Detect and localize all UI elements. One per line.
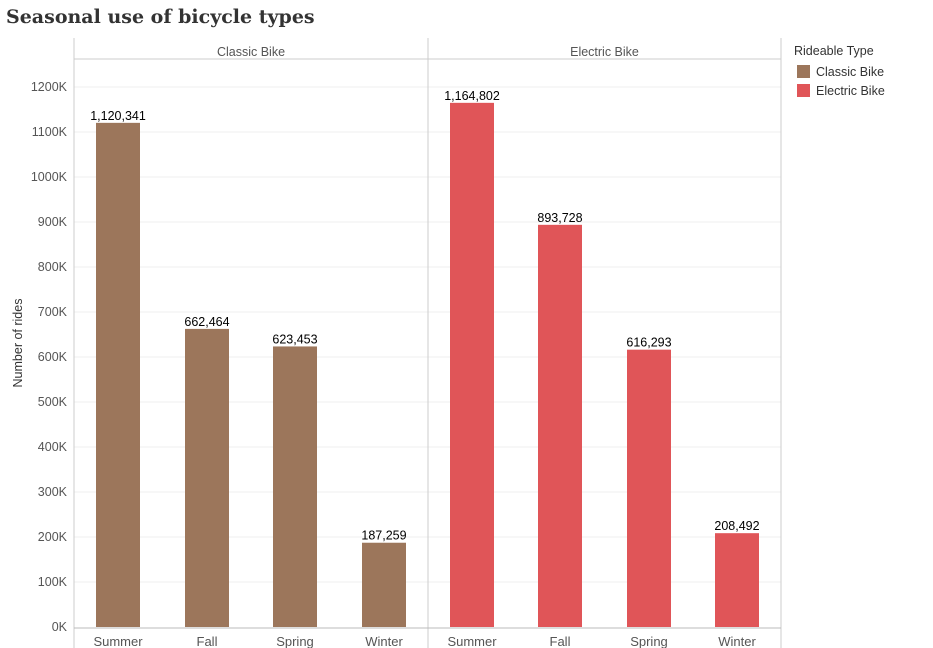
y-axis-title: Number of rides: [11, 299, 25, 388]
legend-label-electric-bike: Electric Bike: [816, 83, 885, 98]
legend-swatch-classic-bike: [797, 65, 810, 78]
panel-header: Electric Bike: [570, 45, 639, 59]
y-tick-label: 300K: [38, 485, 68, 499]
x-tick-label: Summer: [93, 634, 143, 648]
y-tick-label: 200K: [38, 530, 68, 544]
y-tick-label: 400K: [38, 440, 68, 454]
panel-header: Classic Bike: [217, 45, 285, 59]
bar: [96, 122, 140, 627]
legend-item-classic-bike[interactable]: Classic Bike: [794, 62, 885, 81]
x-tick-label: Winter: [365, 634, 403, 648]
x-tick-label: Summer: [447, 634, 497, 648]
y-tick-label: 1000K: [31, 170, 68, 184]
legend: Rideable Type Classic Bike Electric Bike: [794, 44, 885, 100]
x-tick-label: Fall: [197, 634, 218, 648]
data-label: 1,164,802: [444, 89, 500, 103]
data-label: 208,492: [714, 519, 759, 533]
y-tick-label: 900K: [38, 215, 68, 229]
y-tick-label: 700K: [38, 305, 68, 319]
data-label: 623,453: [272, 332, 317, 346]
bar: [273, 346, 317, 627]
x-tick-label: Spring: [630, 634, 668, 648]
bar: [362, 542, 406, 627]
data-label: 893,728: [537, 211, 582, 225]
legend-label-classic-bike: Classic Bike: [816, 64, 885, 79]
x-tick-label: Fall: [550, 634, 571, 648]
y-tick-label: 1200K: [31, 80, 68, 94]
bar: [185, 328, 229, 627]
y-tick-label: 800K: [38, 260, 68, 274]
bar: [715, 533, 759, 627]
data-label: 662,464: [184, 315, 229, 329]
bar: [627, 349, 671, 627]
y-tick-label: 100K: [38, 575, 68, 589]
data-label: 1,120,341: [90, 109, 146, 123]
bar: [450, 102, 494, 627]
y-tick-label: 0K: [52, 620, 68, 634]
bar: [538, 224, 582, 628]
data-label: 187,259: [361, 529, 406, 543]
y-tick-label: 1100K: [32, 125, 68, 139]
bar-chart: Classic Bike 1,120,341 Summer 662,464 Fall 62…: [11, 38, 782, 648]
y-tick-label: 600K: [38, 350, 68, 364]
legend-swatch-electric-bike: [797, 84, 810, 97]
data-label: 616,293: [626, 336, 671, 350]
legend-item-electric-bike[interactable]: Electric Bike: [794, 81, 885, 100]
y-tick-label: 500K: [38, 395, 68, 409]
x-tick-label: Spring: [276, 634, 314, 648]
chart-title: Seasonal use of bicycle types: [6, 6, 315, 28]
legend-title: Rideable Type: [794, 44, 874, 58]
x-tick-label: Winter: [718, 634, 756, 648]
